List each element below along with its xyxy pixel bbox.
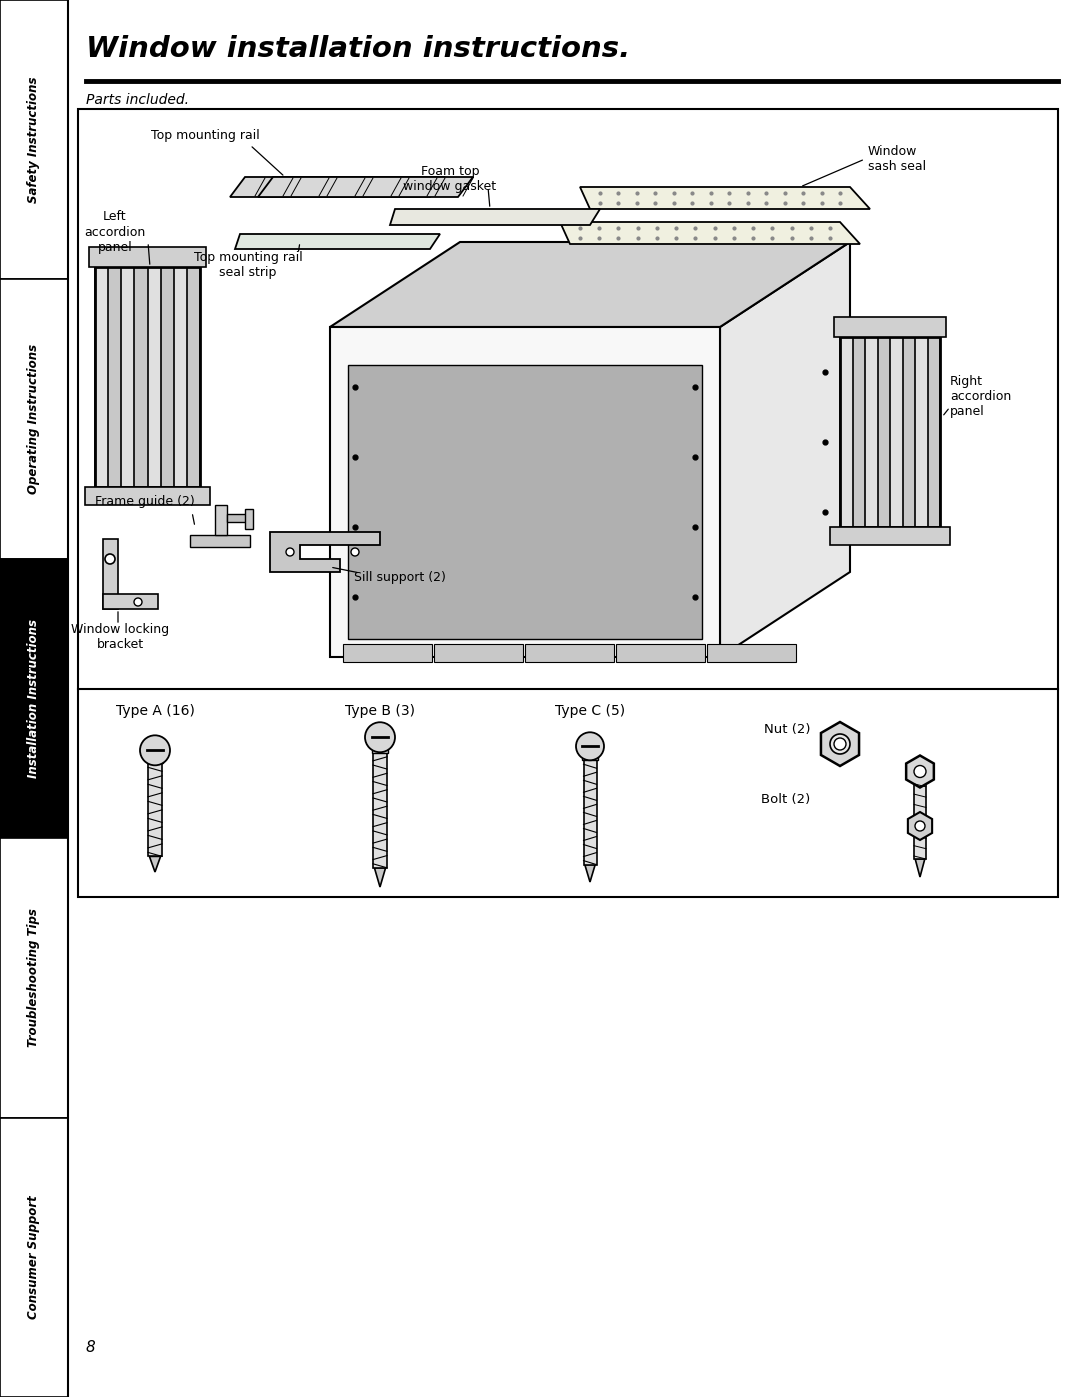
- Bar: [0, 279, 68, 559]
- Circle shape: [134, 598, 141, 606]
- Bar: [915, 337, 928, 527]
- Polygon shape: [561, 222, 860, 244]
- Bar: [95, 267, 108, 488]
- Bar: [227, 514, 252, 522]
- Bar: [0, 559, 68, 838]
- Bar: [103, 539, 118, 609]
- Bar: [903, 337, 915, 527]
- Bar: [187, 267, 200, 488]
- Bar: [343, 644, 432, 662]
- Text: Parts included.: Parts included.: [86, 94, 189, 108]
- Bar: [707, 644, 796, 662]
- Text: Foam top
window gasket: Foam top window gasket: [404, 165, 497, 193]
- Bar: [852, 337, 865, 527]
- Bar: [914, 777, 926, 859]
- Bar: [831, 527, 950, 545]
- Text: Top mounting rail: Top mounting rail: [150, 129, 259, 141]
- Bar: [148, 267, 161, 488]
- Bar: [161, 267, 174, 488]
- Polygon shape: [906, 756, 934, 788]
- Circle shape: [286, 548, 294, 556]
- Bar: [103, 594, 158, 609]
- Bar: [928, 337, 940, 527]
- Polygon shape: [580, 187, 870, 210]
- Circle shape: [915, 821, 924, 831]
- Polygon shape: [915, 859, 924, 877]
- Bar: [330, 327, 720, 657]
- Bar: [865, 337, 877, 527]
- Bar: [147, 757, 163, 763]
- Text: Type C (5): Type C (5): [555, 704, 625, 718]
- Bar: [134, 267, 148, 488]
- Text: Right
accordion
panel: Right accordion panel: [950, 376, 1011, 419]
- Polygon shape: [584, 865, 595, 882]
- Text: Top mounting rail
seal strip: Top mounting rail seal strip: [193, 251, 302, 279]
- Polygon shape: [720, 242, 850, 657]
- Bar: [583, 760, 596, 865]
- Polygon shape: [235, 235, 440, 249]
- Bar: [108, 267, 121, 488]
- Bar: [840, 337, 940, 527]
- Text: Sill support (2): Sill support (2): [354, 570, 446, 584]
- Bar: [890, 337, 903, 527]
- Text: Safety Instructions: Safety Instructions: [27, 77, 41, 203]
- Polygon shape: [270, 532, 380, 571]
- Bar: [148, 763, 162, 856]
- Text: Frame guide (2): Frame guide (2): [95, 496, 194, 509]
- Circle shape: [576, 732, 604, 760]
- Bar: [834, 317, 946, 337]
- Circle shape: [834, 738, 846, 750]
- Text: Bolt (2): Bolt (2): [760, 792, 810, 806]
- Bar: [372, 746, 389, 753]
- Polygon shape: [375, 868, 386, 887]
- Bar: [215, 504, 227, 535]
- Polygon shape: [908, 812, 932, 840]
- Bar: [0, 0, 68, 279]
- Text: Window installation instructions.: Window installation instructions.: [86, 35, 631, 63]
- Text: Nut (2): Nut (2): [764, 722, 810, 735]
- Bar: [582, 754, 598, 760]
- Text: Consumer Support: Consumer Support: [27, 1196, 41, 1319]
- Polygon shape: [821, 722, 859, 766]
- Bar: [190, 535, 249, 548]
- Bar: [877, 337, 890, 527]
- Bar: [78, 109, 1058, 897]
- Bar: [348, 365, 702, 638]
- Bar: [616, 644, 705, 662]
- Text: Operating Instructions: Operating Instructions: [27, 344, 41, 495]
- Bar: [95, 267, 200, 488]
- Circle shape: [914, 766, 926, 778]
- Bar: [840, 337, 852, 527]
- Polygon shape: [330, 242, 850, 327]
- Text: Troubleshooting Tips: Troubleshooting Tips: [27, 908, 41, 1048]
- Text: 8: 8: [86, 1340, 96, 1355]
- Polygon shape: [258, 177, 473, 197]
- Bar: [89, 247, 206, 267]
- Circle shape: [140, 735, 170, 766]
- Text: Window locking
bracket: Window locking bracket: [71, 623, 170, 651]
- Text: Type B (3): Type B (3): [345, 704, 415, 718]
- Bar: [245, 509, 253, 529]
- Circle shape: [831, 733, 850, 754]
- Polygon shape: [230, 177, 445, 197]
- Text: Left
accordion
panel: Left accordion panel: [84, 211, 146, 253]
- Text: Installation Instructions: Installation Instructions: [27, 619, 41, 778]
- Bar: [121, 267, 134, 488]
- Bar: [525, 644, 615, 662]
- Polygon shape: [390, 210, 600, 225]
- Bar: [85, 488, 210, 504]
- Text: Window
sash seal: Window sash seal: [868, 145, 927, 173]
- Circle shape: [365, 722, 395, 752]
- Circle shape: [351, 548, 359, 556]
- Bar: [434, 644, 523, 662]
- Circle shape: [105, 555, 114, 564]
- Bar: [0, 1118, 68, 1397]
- Bar: [174, 267, 187, 488]
- Bar: [373, 753, 387, 868]
- Polygon shape: [149, 856, 161, 872]
- Bar: [0, 838, 68, 1118]
- Text: Type A (16): Type A (16): [116, 704, 194, 718]
